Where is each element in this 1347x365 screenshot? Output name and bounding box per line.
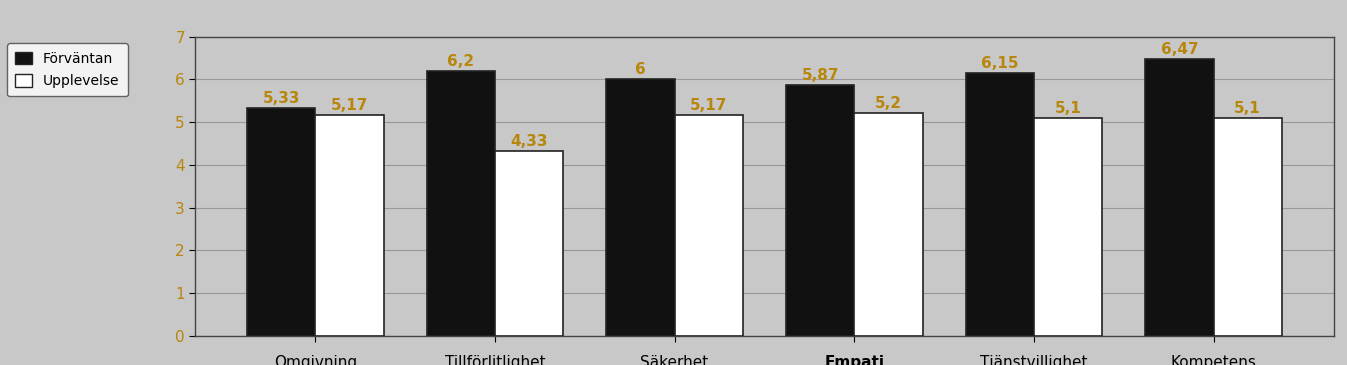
Text: 4,33: 4,33 [511,134,548,149]
Text: 5,2: 5,2 [874,96,902,111]
Text: 5,1: 5,1 [1234,101,1261,116]
Legend: Förväntan, Upplevelse: Förväntan, Upplevelse [7,43,128,96]
Bar [494,151,563,336]
Text: 6: 6 [634,62,645,77]
Bar [1034,118,1102,336]
Text: 6,2: 6,2 [447,54,474,69]
Bar [854,114,923,336]
Bar [787,85,854,336]
Text: 6,15: 6,15 [981,56,1018,71]
Text: 5,33: 5,33 [263,91,300,106]
Bar [675,115,742,336]
Text: 5,1: 5,1 [1055,101,1082,116]
Text: 5,17: 5,17 [331,97,368,113]
Bar [1214,118,1282,336]
Bar [1145,59,1214,336]
Bar [966,73,1034,336]
Text: 5,17: 5,17 [690,97,727,113]
Bar [606,79,675,336]
Bar [247,108,315,336]
Bar [315,115,384,336]
Bar [427,71,494,336]
Text: 6,47: 6,47 [1161,42,1199,57]
Text: 5,87: 5,87 [801,68,839,83]
